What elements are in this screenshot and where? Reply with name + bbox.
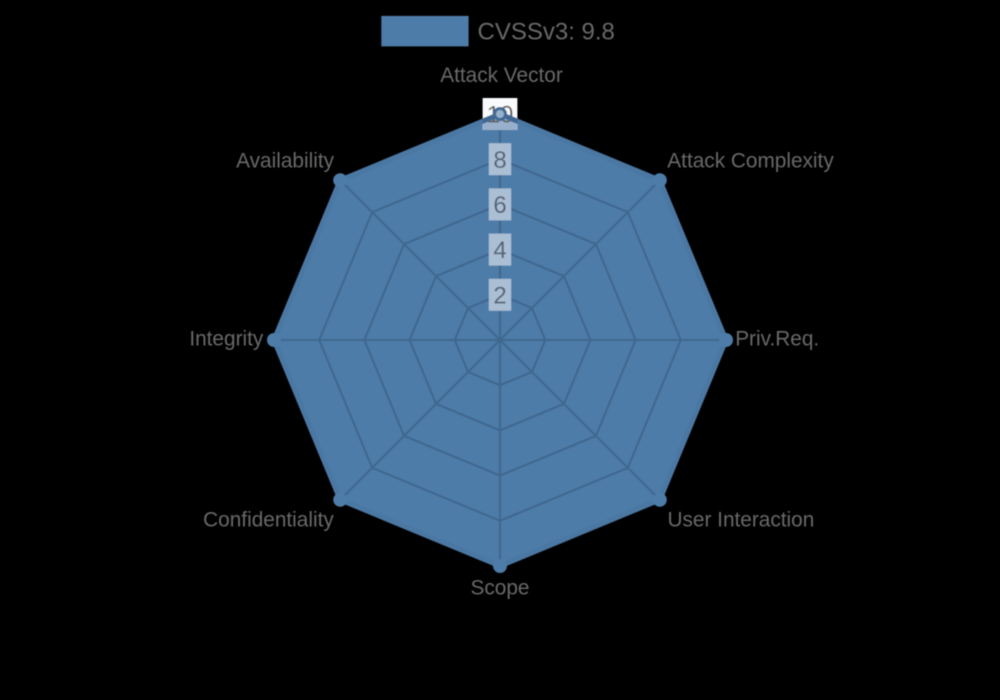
svg-text:Scope: Scope [471,577,530,600]
svg-text:6: 6 [493,192,506,219]
svg-text:8: 8 [493,147,506,174]
svg-text:Attack Vector: Attack Vector [440,64,563,87]
svg-text:Priv.Req.: Priv.Req. [735,328,819,351]
svg-text:2: 2 [493,282,506,309]
svg-text:User Interaction: User Interaction [668,508,815,531]
svg-text:CVSSv3: 9.8: CVSSv3: 9.8 [478,19,615,46]
svg-text:Availability: Availability [236,149,334,172]
svg-text:Integrity: Integrity [189,328,264,351]
svg-text:Attack Complexity: Attack Complexity [667,149,834,172]
svg-text:4: 4 [493,237,506,264]
svg-text:Confidentiality: Confidentiality [203,508,334,531]
